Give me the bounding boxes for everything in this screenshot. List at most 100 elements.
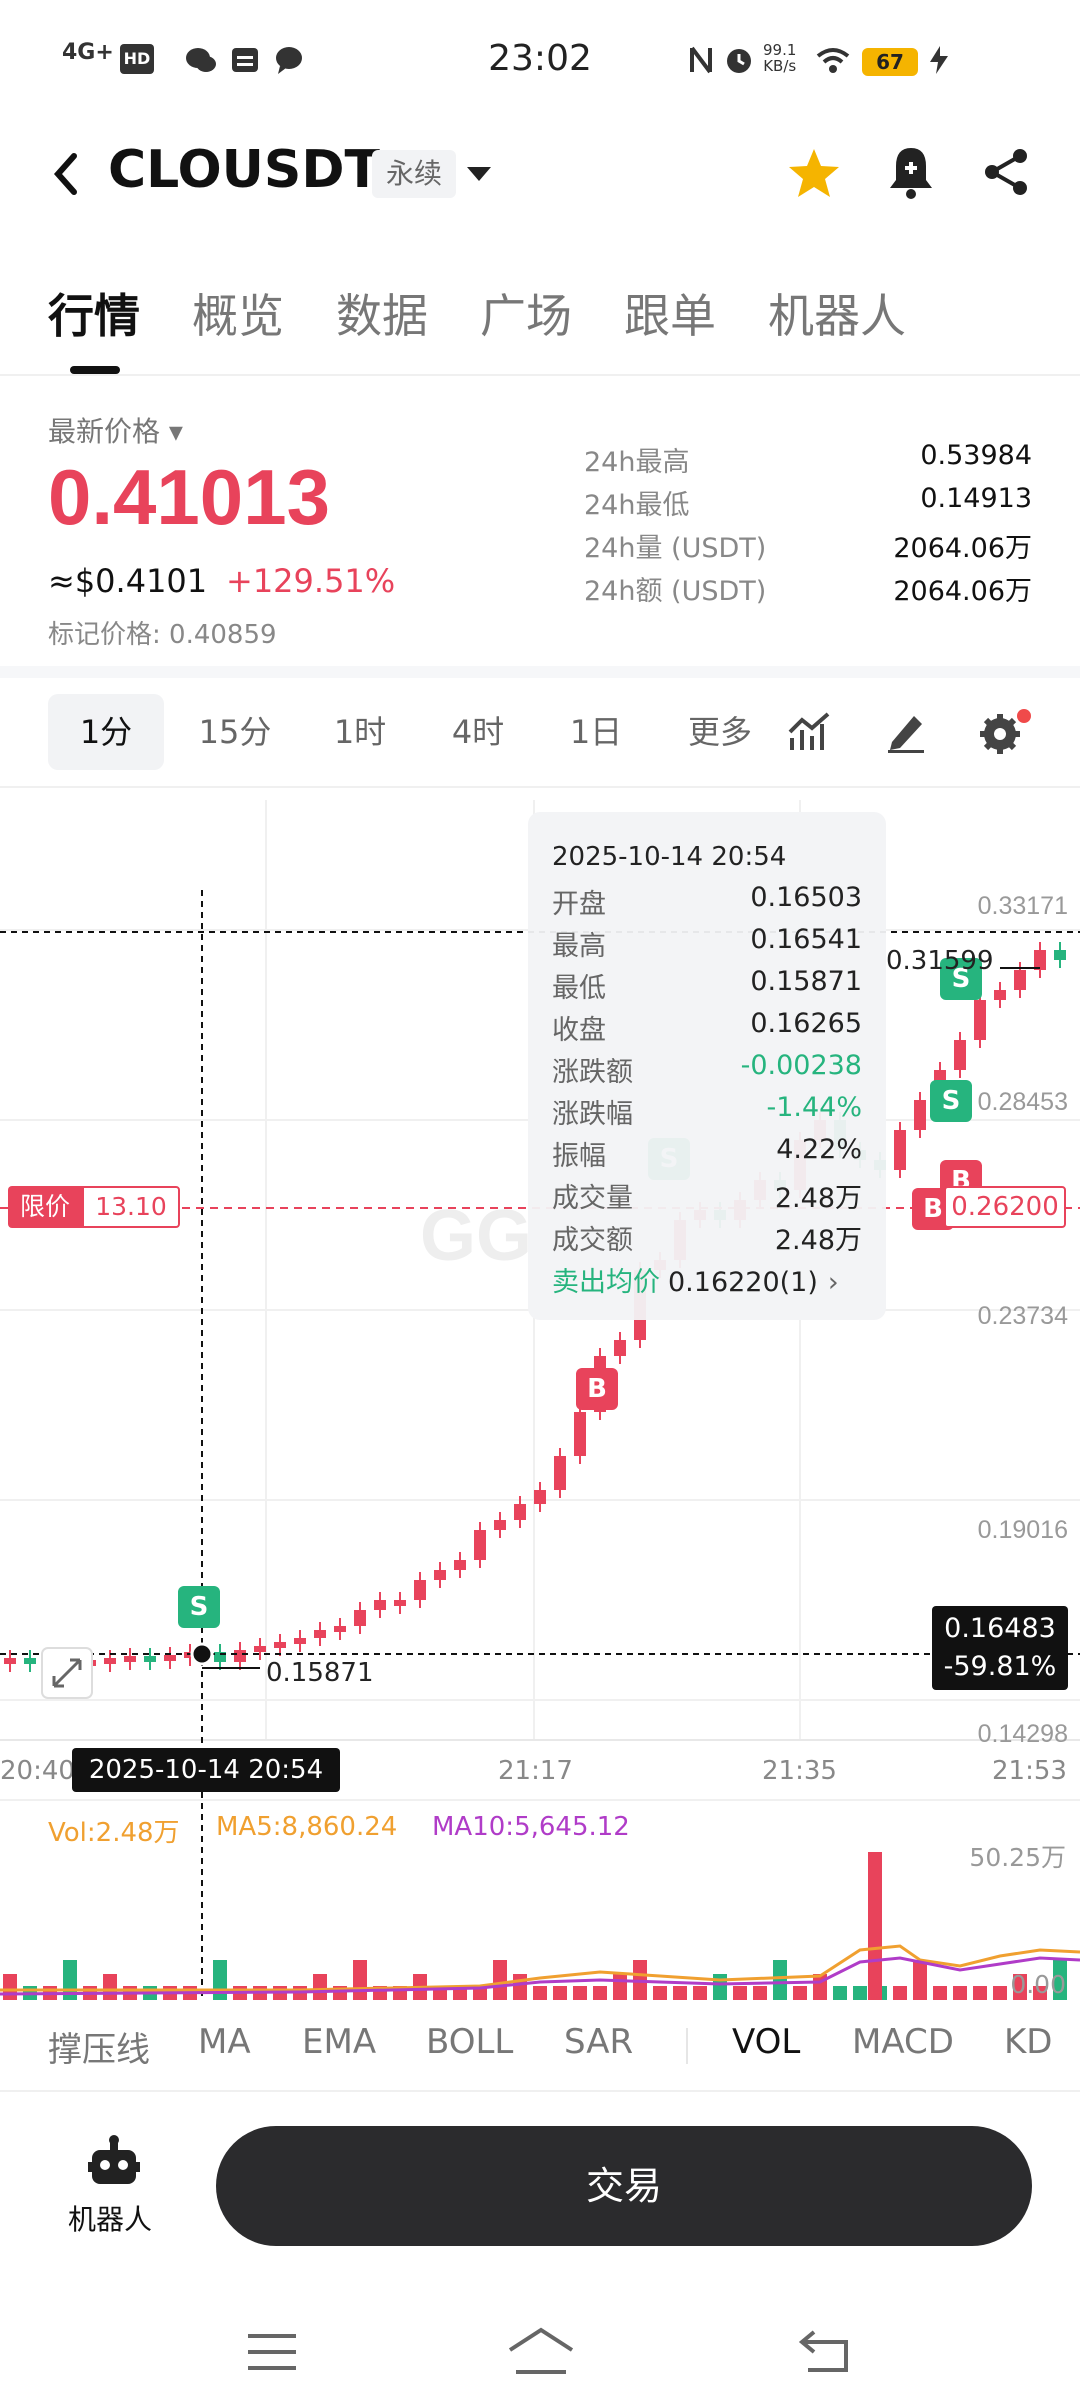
candle [164,1655,176,1661]
y-axis-label: 0.14298 [977,1720,1068,1748]
candle [1034,950,1046,970]
candle [24,1658,36,1664]
candle [414,1580,426,1600]
volume-bar [733,1986,747,2000]
robot-icon[interactable] [86,2134,142,2190]
sell-marker[interactable]: S [930,1080,972,1122]
volume-bar [953,1986,967,2000]
volume-bar [533,1986,547,2000]
volume-bar [593,1986,607,2000]
candle [914,1100,926,1130]
indicator-macd[interactable]: MACD [852,2022,954,2062]
trade-button[interactable]: 交易 [216,2126,1032,2246]
latest-price: 0.41013 [48,453,330,541]
volume-bar [673,1986,687,2000]
y-axis-label: 0.23734 [977,1302,1068,1330]
volume-bar [973,1986,987,2000]
y-axis-label: 0.19016 [977,1516,1068,1544]
candle [434,1570,446,1580]
candle [314,1630,326,1638]
period-4h[interactable]: 4时 [451,713,505,751]
indicator-ema[interactable]: EMA [302,2022,377,2062]
sell-marker[interactable]: S [940,958,982,1000]
current-price-tag: 0.16483 -59.81% [932,1606,1068,1690]
sell-marker[interactable]: S [178,1586,220,1628]
order-price-tag[interactable]: 0.26200 [944,1186,1066,1228]
period-1h[interactable]: 1时 [333,713,387,751]
period-15m[interactable]: 15分 [198,713,272,751]
tooltip-date: 2025-10-14 20:54 [552,842,787,872]
indicator-sar[interactable]: SAR [564,2022,634,2062]
indicator-boll[interactable]: BOLL [426,2022,514,2062]
system-nav-bar [0,2300,1080,2400]
candle [1014,970,1026,990]
candle [974,1000,986,1040]
tab-overview[interactable]: 概览 [192,289,284,343]
menu-icon[interactable] [244,2330,300,2374]
tooltip-avg-sell-price[interactable]: 卖出均价 0.16220(1) › [552,1267,839,1298]
symbol-title[interactable]: CLOUSDT [108,140,380,200]
period-1m[interactable]: 1分 [48,694,164,770]
expand-icon[interactable] [40,1646,94,1700]
candle [614,1340,626,1356]
volume-bar [933,1986,947,2000]
hd-badge: HD [120,44,154,74]
chevron-down-icon[interactable] [464,164,494,184]
indicator-vol[interactable]: VOL [732,2022,801,2062]
settings-gear-icon[interactable] [976,706,1034,758]
volume-zero-label: 0.00 [1010,1970,1066,1999]
stat-24h-high: 24h最高 0.53984 [584,440,1032,478]
contract-type-tag[interactable]: 永续 [372,150,457,198]
tab-square[interactable]: 广场 [480,289,572,343]
candle [274,1642,286,1648]
candle [454,1560,466,1570]
volume-bar [868,1852,882,2000]
candle [254,1646,266,1652]
volume-max-label: 50.25万 [969,1843,1066,1872]
star-icon[interactable] [786,146,842,200]
indicator-support-resistance[interactable]: 撑压线 [48,2030,150,2070]
back-arrow-icon[interactable] [46,146,86,202]
ma5-legend: MA5:8,860.24 [216,1812,398,1842]
candle [394,1600,406,1606]
volume-bar [693,1986,707,2000]
main-tabs: 行情 概览 数据 广场 跟单 机器人 [0,280,1080,376]
alert-bell-icon[interactable] [886,144,936,200]
high-price-marker: 0.31599 [886,946,994,976]
indicator-kd[interactable]: KD [1004,2022,1053,2062]
tab-copy-trading[interactable]: 跟单 [624,289,716,343]
nfc-icon [690,46,712,74]
chat-icon [276,47,302,74]
volume-bar [1013,1974,1027,2000]
chevron-right-icon: › [827,1267,839,1298]
period-1d[interactable]: 1日 [569,713,623,751]
period-more[interactable]: 更多 [687,713,752,751]
stat-24h-low: 24h最低 0.14913 [584,483,1032,521]
back-nav-icon[interactable] [796,2328,852,2376]
buy-marker[interactable]: B [576,1368,618,1410]
draw-pen-icon[interactable] [882,708,930,756]
tooltip-turnover: 成交额 2.48万 [552,1225,862,1256]
ma10-legend: MA10:5,645.12 [432,1812,630,1842]
candle [574,1412,586,1456]
wechat-icon [186,48,216,72]
usd-price: ≈$0.4101 [48,562,208,600]
stat-24h-turnover: 24h额 (USDT) 2064.06万 [584,576,1032,607]
share-icon[interactable] [980,146,1032,198]
indicator-chart-icon[interactable] [786,708,834,756]
volume-bar [753,1986,767,2000]
latest-price-label[interactable]: 最新价格 ▾ [48,415,183,448]
home-icon[interactable] [506,2326,576,2376]
robot-label[interactable]: 机器人 [68,2203,153,2236]
candle [534,1490,546,1504]
volume-bar [493,1960,507,2000]
candle [214,1652,226,1662]
volume-bar [833,1986,847,2000]
indicator-ma[interactable]: MA [198,2022,251,2062]
tab-robot[interactable]: 机器人 [768,289,906,343]
volume-bar [653,1986,667,2000]
tab-data[interactable]: 数据 [336,289,428,343]
candle [994,990,1006,1000]
volume-bar [1033,1986,1047,2000]
tab-market[interactable]: 行情 [48,289,140,343]
